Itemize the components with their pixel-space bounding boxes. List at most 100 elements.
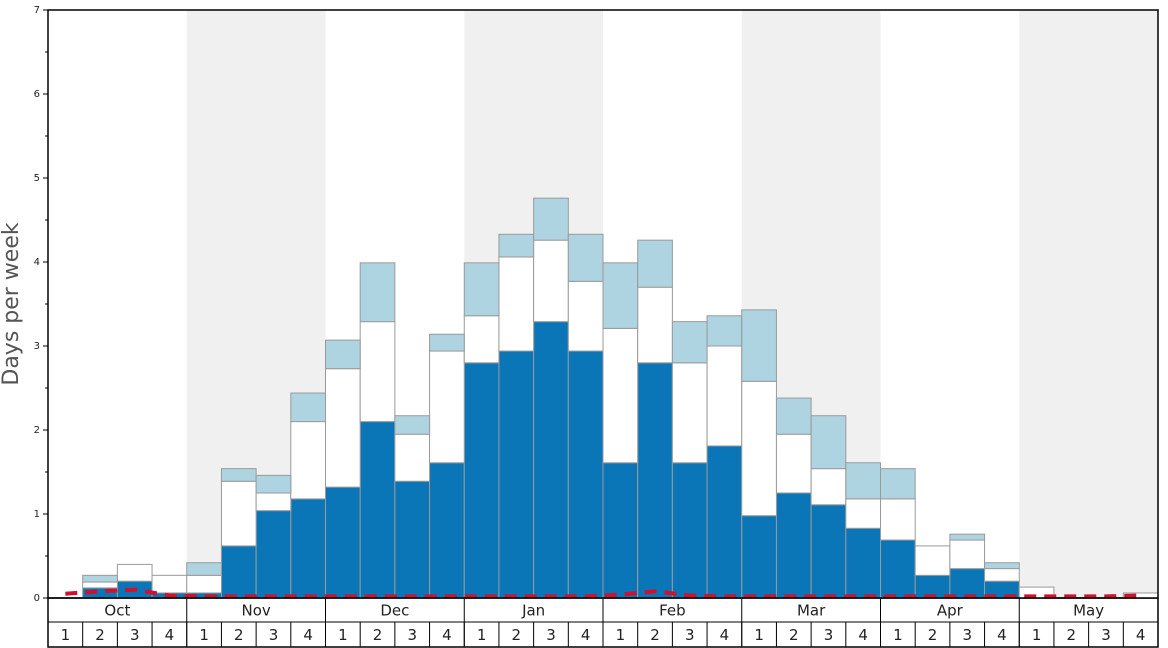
bar-segment	[880, 498, 916, 541]
bar-segment	[567, 350, 604, 599]
y-axis-label: Days per week	[0, 222, 24, 385]
bar-segment	[290, 421, 326, 500]
bar-segment	[602, 327, 639, 464]
bar-segment	[533, 197, 569, 241]
bar-segment	[463, 315, 500, 364]
bar-segment	[359, 321, 396, 423]
bar-segment	[255, 492, 292, 512]
bar-segment	[949, 568, 986, 599]
week-label: 2	[928, 626, 938, 644]
y-tick-label: 6	[34, 89, 40, 100]
week-label: 3	[269, 626, 279, 644]
bar-segment	[567, 233, 604, 282]
bar-segment	[949, 533, 986, 541]
bar-segment	[533, 239, 569, 323]
bar-segment	[429, 350, 465, 464]
bar-segment	[325, 339, 361, 370]
bar-segment	[741, 380, 777, 517]
week-label: 2	[650, 626, 660, 644]
y-tick-label: 5	[34, 173, 40, 184]
week-label: 1	[754, 626, 764, 644]
week-label: 1	[199, 626, 209, 644]
month-shade	[1019, 10, 1158, 598]
plot	[47, 9, 1159, 599]
bar-segment	[810, 504, 847, 599]
month-label: Oct	[104, 602, 130, 620]
bar-segment	[498, 350, 535, 599]
bar-segment	[220, 468, 257, 482]
bar-segment	[880, 468, 916, 500]
bar-segment	[671, 462, 708, 599]
bar-segment	[741, 515, 777, 599]
bar-segment	[498, 256, 535, 352]
bar-segment	[394, 480, 431, 599]
week-label: 1	[338, 626, 348, 644]
month-label: Mar	[797, 602, 826, 620]
bar-segment	[741, 309, 777, 382]
week-label: 4	[997, 626, 1007, 644]
bar-segment	[810, 468, 847, 506]
week-label: 4	[720, 626, 730, 644]
week-label: 2	[234, 626, 244, 644]
bar-segment	[706, 315, 743, 347]
week-label: 3	[1101, 626, 1111, 644]
bar-segment	[810, 415, 847, 470]
bar-segment	[845, 527, 881, 599]
bar-segment	[984, 568, 1020, 582]
y-tick-label: 1	[34, 509, 40, 520]
bar-segment	[775, 492, 812, 599]
bar-segment	[463, 362, 500, 599]
y-tick-label: 7	[34, 5, 40, 16]
bar-segment	[325, 368, 361, 488]
bar-segment	[637, 286, 673, 364]
month-label: May	[1073, 602, 1104, 620]
week-label: 2	[373, 626, 383, 644]
bar-segment	[290, 498, 326, 599]
bar-segment	[220, 545, 257, 599]
month-label: Jan	[521, 602, 545, 620]
week-label: 3	[685, 626, 695, 644]
bar-segment	[116, 563, 153, 582]
bar-segment	[186, 562, 222, 576]
bar-segment	[255, 510, 292, 599]
bar-segment	[394, 415, 431, 435]
week-label: 4	[581, 626, 591, 644]
bar-segment	[255, 474, 292, 494]
bar-segment	[706, 345, 743, 447]
bar-segment	[290, 392, 326, 423]
month-label: Apr	[937, 602, 964, 620]
week-label: 2	[95, 626, 105, 644]
bar-segment	[429, 333, 465, 352]
bar-segment	[914, 545, 951, 576]
bar-segment	[325, 486, 361, 599]
bar-segment	[567, 280, 604, 352]
bar-segment	[602, 462, 639, 599]
week-label: 3	[824, 626, 834, 644]
bar-segment	[359, 262, 396, 323]
plot-frame	[47, 9, 1159, 599]
y-tick-label: 0	[34, 593, 40, 604]
bar-segment	[82, 581, 118, 589]
week-label: 2	[1067, 626, 1077, 644]
week-label: 1	[1032, 626, 1042, 644]
week-label: 4	[442, 626, 452, 644]
bar-segment	[394, 433, 431, 482]
week-label: 3	[962, 626, 972, 644]
week-label: 1	[893, 626, 903, 644]
week-label: 2	[789, 626, 799, 644]
bar-segment	[533, 321, 569, 599]
bar-segment	[845, 498, 881, 529]
y-tick-label: 3	[34, 341, 40, 352]
week-label: 1	[61, 626, 71, 644]
bar-segment	[220, 480, 257, 547]
bar-segment	[845, 462, 881, 500]
bar-segment	[706, 445, 743, 599]
month-label: Dec	[380, 602, 409, 620]
bar-segment	[602, 262, 639, 329]
week-label: 4	[303, 626, 313, 644]
month-label: Feb	[659, 602, 686, 620]
bar-segment	[671, 362, 708, 464]
bar-segment	[775, 433, 812, 494]
bar-segment	[775, 397, 812, 435]
